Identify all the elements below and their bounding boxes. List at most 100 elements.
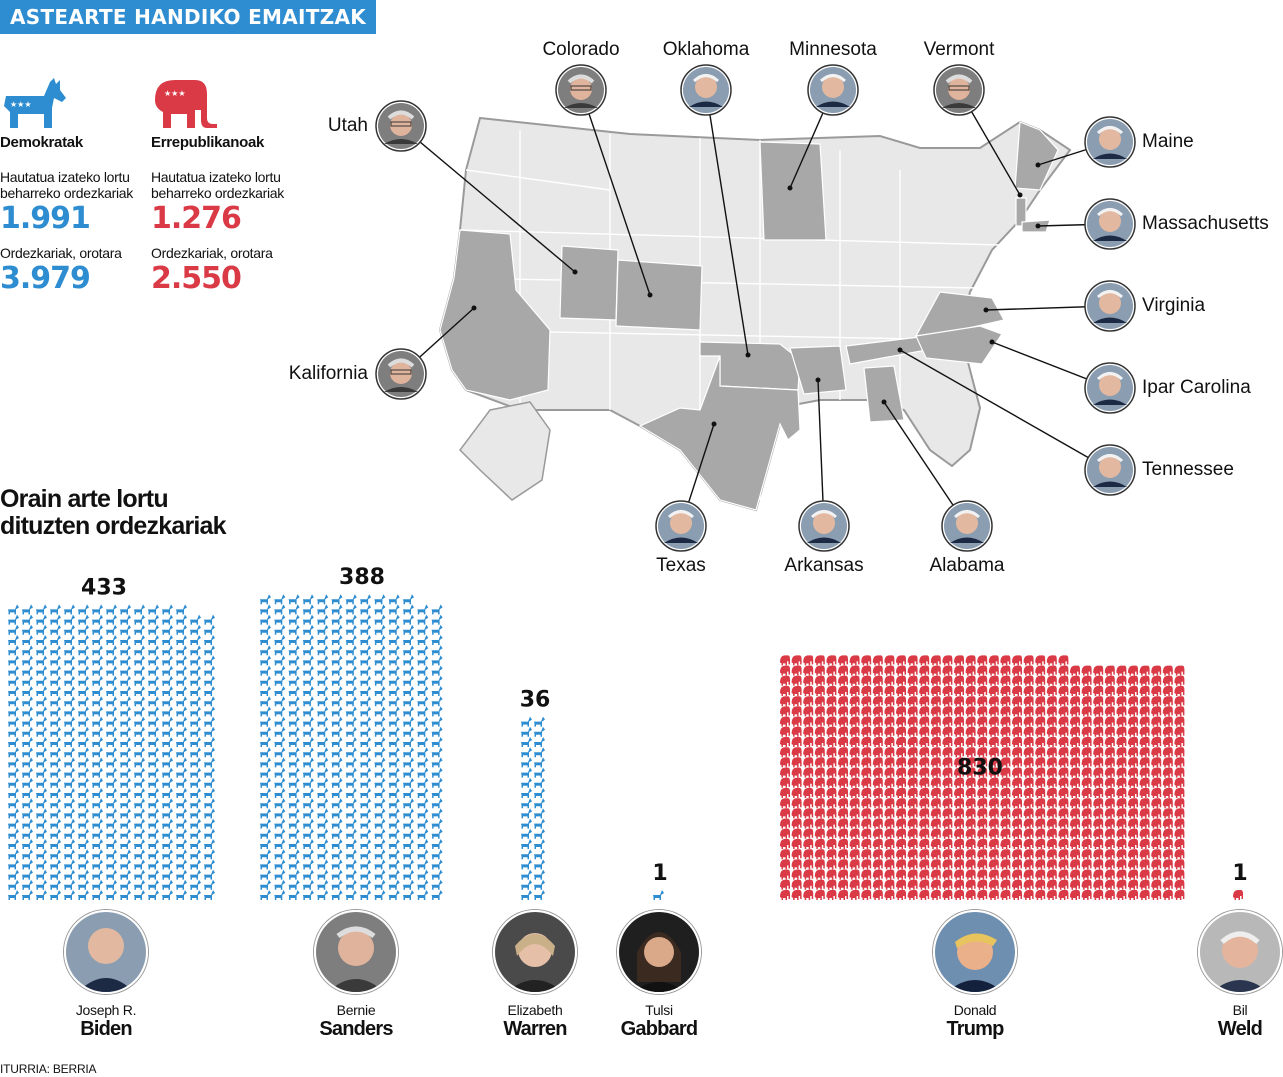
- delegate-mark: [861, 808, 872, 819]
- delegate-mark: [374, 726, 386, 737]
- delegate-mark: [919, 890, 930, 900]
- delegate-mark: [388, 665, 400, 676]
- delegate-mark: [907, 879, 918, 890]
- delegate-mark: [260, 890, 271, 900]
- delegate-mark: [930, 818, 941, 829]
- delegate-mark: [134, 747, 145, 758]
- delegate-mark: [120, 655, 131, 666]
- delegate-mark: [1139, 737, 1150, 747]
- delegate-mark: [431, 777, 443, 788]
- delegate-mark: [803, 675, 814, 686]
- winner-portrait-oklahoma: [680, 64, 732, 116]
- delegate-mark: [988, 849, 999, 860]
- delegate-mark: [1116, 879, 1127, 890]
- delegate-mark: [780, 818, 790, 829]
- delegate-mark: [8, 890, 19, 900]
- waffle-weld: [1233, 890, 1243, 900]
- delegate-mark: [1128, 675, 1138, 686]
- delegate-mark: [965, 818, 976, 829]
- delegate-mark: [288, 767, 300, 778]
- delegate-mark: [1023, 726, 1034, 737]
- delegate-mark: [345, 655, 357, 666]
- delegate-mark: [534, 777, 545, 788]
- winner-portrait-texas: [655, 500, 707, 552]
- delegate-mark: [1000, 849, 1011, 860]
- delegate-mark: [431, 839, 443, 849]
- delegate-mark: [988, 818, 999, 829]
- delegate-mark: [134, 686, 145, 696]
- delegate-mark: [374, 716, 386, 727]
- delegate-mark: [534, 716, 545, 727]
- delegate-mark: [977, 655, 988, 666]
- delegate-mark: [861, 828, 872, 839]
- delegate-mark: [988, 686, 999, 696]
- source-note: ITURRIA: BERRIA: [0, 1062, 97, 1076]
- delegate-mark: [302, 879, 314, 890]
- delegate-mark: [872, 798, 883, 809]
- delegate-mark: [302, 818, 314, 829]
- delegate-mark: [988, 726, 999, 737]
- delegate-mark: [884, 788, 895, 798]
- delegate-mark: [345, 839, 357, 849]
- delegate-mark: [1000, 890, 1011, 900]
- delegate-mark: [36, 859, 47, 870]
- delegate-mark: [930, 767, 941, 778]
- delegate-mark: [92, 696, 103, 707]
- delegate-mark: [22, 747, 33, 758]
- delegate-mark: [260, 604, 271, 615]
- delegate-mark: [849, 818, 860, 829]
- delegate-mark: [403, 655, 414, 666]
- delegate-mark: [1046, 655, 1057, 666]
- delegate-mark: [8, 757, 19, 768]
- delegate-mark: [288, 594, 300, 605]
- delegate-mark: [988, 879, 999, 890]
- delegate-mark: [872, 665, 883, 676]
- delegate-mark: [64, 757, 75, 768]
- delegate-mark: [930, 777, 941, 788]
- delegate-mark: [120, 635, 131, 645]
- delegate-mark: [521, 737, 532, 747]
- delegate-mark: [331, 839, 343, 849]
- delegate-mark: [64, 839, 75, 849]
- delegate-mark: [965, 808, 976, 819]
- delegate-mark: [861, 675, 872, 686]
- delegate-mark: [64, 624, 75, 635]
- delegate-mark: [861, 726, 872, 737]
- delegate-mark: [120, 614, 131, 625]
- delegate-mark: [1174, 818, 1185, 829]
- delegate-mark: [1151, 747, 1162, 758]
- rep-party-block: ★★★ Errepublikanoak Hautatua izateko lor…: [151, 74, 286, 297]
- delegate-mark: [814, 737, 825, 747]
- delegate-mark: [826, 879, 837, 890]
- delegate-mark: [176, 716, 187, 727]
- delegate-mark: [345, 635, 357, 645]
- delegate-mark: [302, 594, 314, 605]
- delegate-mark: [317, 665, 329, 676]
- delegate-mark: [345, 849, 357, 860]
- delegate-mark: [1081, 849, 1092, 860]
- delegate-mark: [1046, 767, 1057, 778]
- delegate-mark: [1128, 777, 1138, 788]
- delegate-mark: [896, 859, 906, 870]
- delegate-mark: [190, 737, 201, 747]
- delegate-mark: [919, 839, 930, 849]
- delegate-mark: [274, 604, 286, 615]
- delegate-mark: [148, 614, 159, 625]
- delegate-mark: [134, 798, 145, 809]
- delegate-mark: [431, 604, 443, 615]
- delegate-mark: [1058, 890, 1069, 900]
- delegate-mark: [50, 869, 61, 880]
- delegate-mark: [930, 686, 941, 696]
- delegate-mark: [190, 747, 201, 758]
- delegate-mark: [849, 767, 860, 778]
- delegate-mark: [1162, 828, 1173, 839]
- delegate-mark: [78, 604, 89, 615]
- delegate-mark: [954, 706, 964, 717]
- delegate-mark: [302, 869, 314, 880]
- delegate-mark: [50, 726, 61, 737]
- delegate-mark: [977, 675, 988, 686]
- delegate-mark: [780, 686, 790, 696]
- delegate-mark: [849, 655, 860, 666]
- delegate-mark: [360, 798, 372, 809]
- delegate-mark: [22, 828, 33, 839]
